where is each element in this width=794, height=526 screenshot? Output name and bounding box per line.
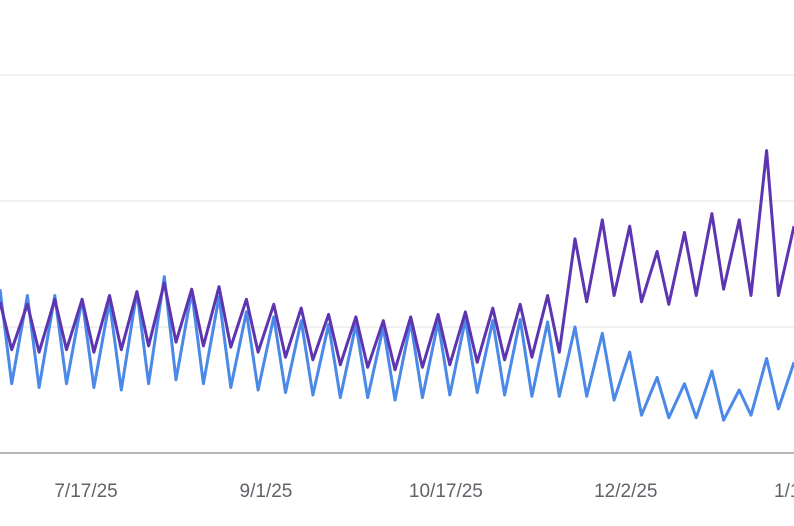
x-tick-label: 12/2/25 [594,481,657,502]
x-tick-label: 7/17/25 [54,481,117,502]
series-line [0,149,794,372]
series-line [0,275,794,422]
x-tick-label: 10/17/25 [409,481,483,502]
x-tick-label: 9/1/25 [240,481,293,502]
x-tick-label: 1/17/26 [774,481,794,502]
